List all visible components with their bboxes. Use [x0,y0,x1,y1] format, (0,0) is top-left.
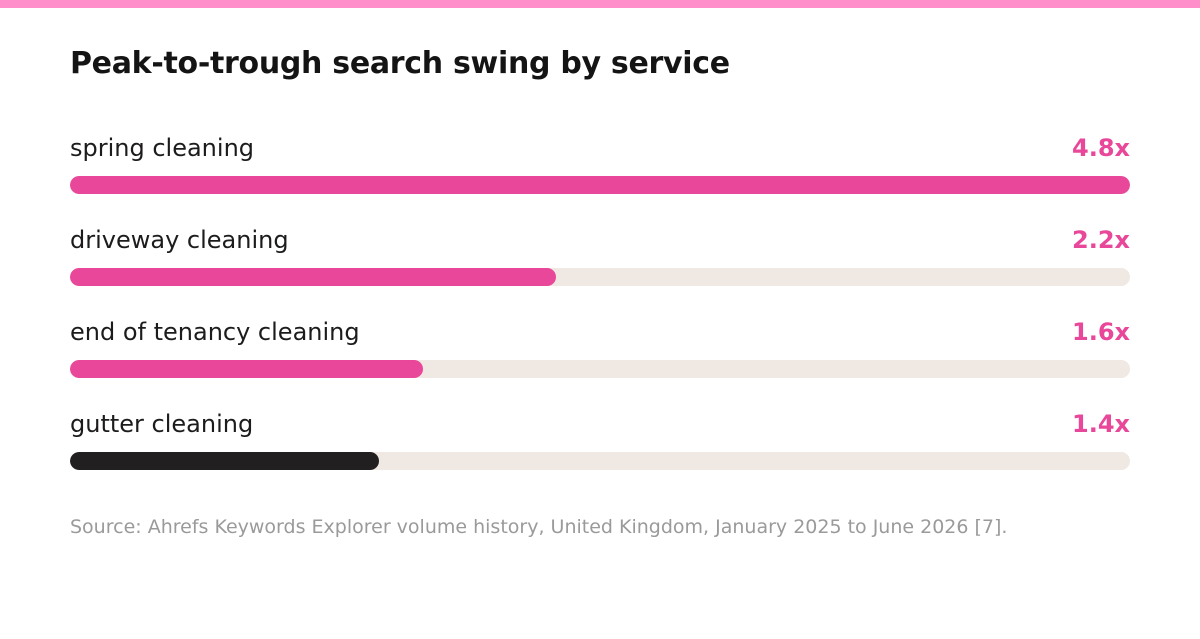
bar-fill [70,360,423,378]
bar-row: end of tenancy cleaning 1.6x [70,312,1130,404]
bar-track [70,268,1130,286]
bar-track [70,176,1130,194]
bar-value-label: 4.8x [1072,134,1130,162]
bar-value-label: 2.2x [1072,226,1130,254]
bar-chart: spring cleaning 4.8x driveway cleaning 2.2x… [70,128,1130,496]
bar-row: gutter cleaning 1.4x [70,404,1130,496]
top-accent-stripe [0,0,1200,8]
bar-category-label: driveway cleaning [70,226,289,254]
bar-value-label: 1.6x [1072,318,1130,346]
bar-track [70,452,1130,470]
bar-row: driveway cleaning 2.2x [70,220,1130,312]
chart-title: Peak-to-trough search swing by service [70,46,730,81]
bar-track [70,360,1130,378]
bar-category-label: gutter cleaning [70,410,254,438]
source-note: Source: Ahrefs Keywords Explorer volume … [70,516,1008,538]
bar-row: spring cleaning 4.8x [70,128,1130,220]
bar-fill [70,268,556,286]
bar-category-label: end of tenancy cleaning [70,318,360,346]
bar-fill [70,176,1130,194]
bar-value-label: 1.4x [1072,410,1130,438]
bar-category-label: spring cleaning [70,134,255,162]
bar-fill [70,452,379,470]
